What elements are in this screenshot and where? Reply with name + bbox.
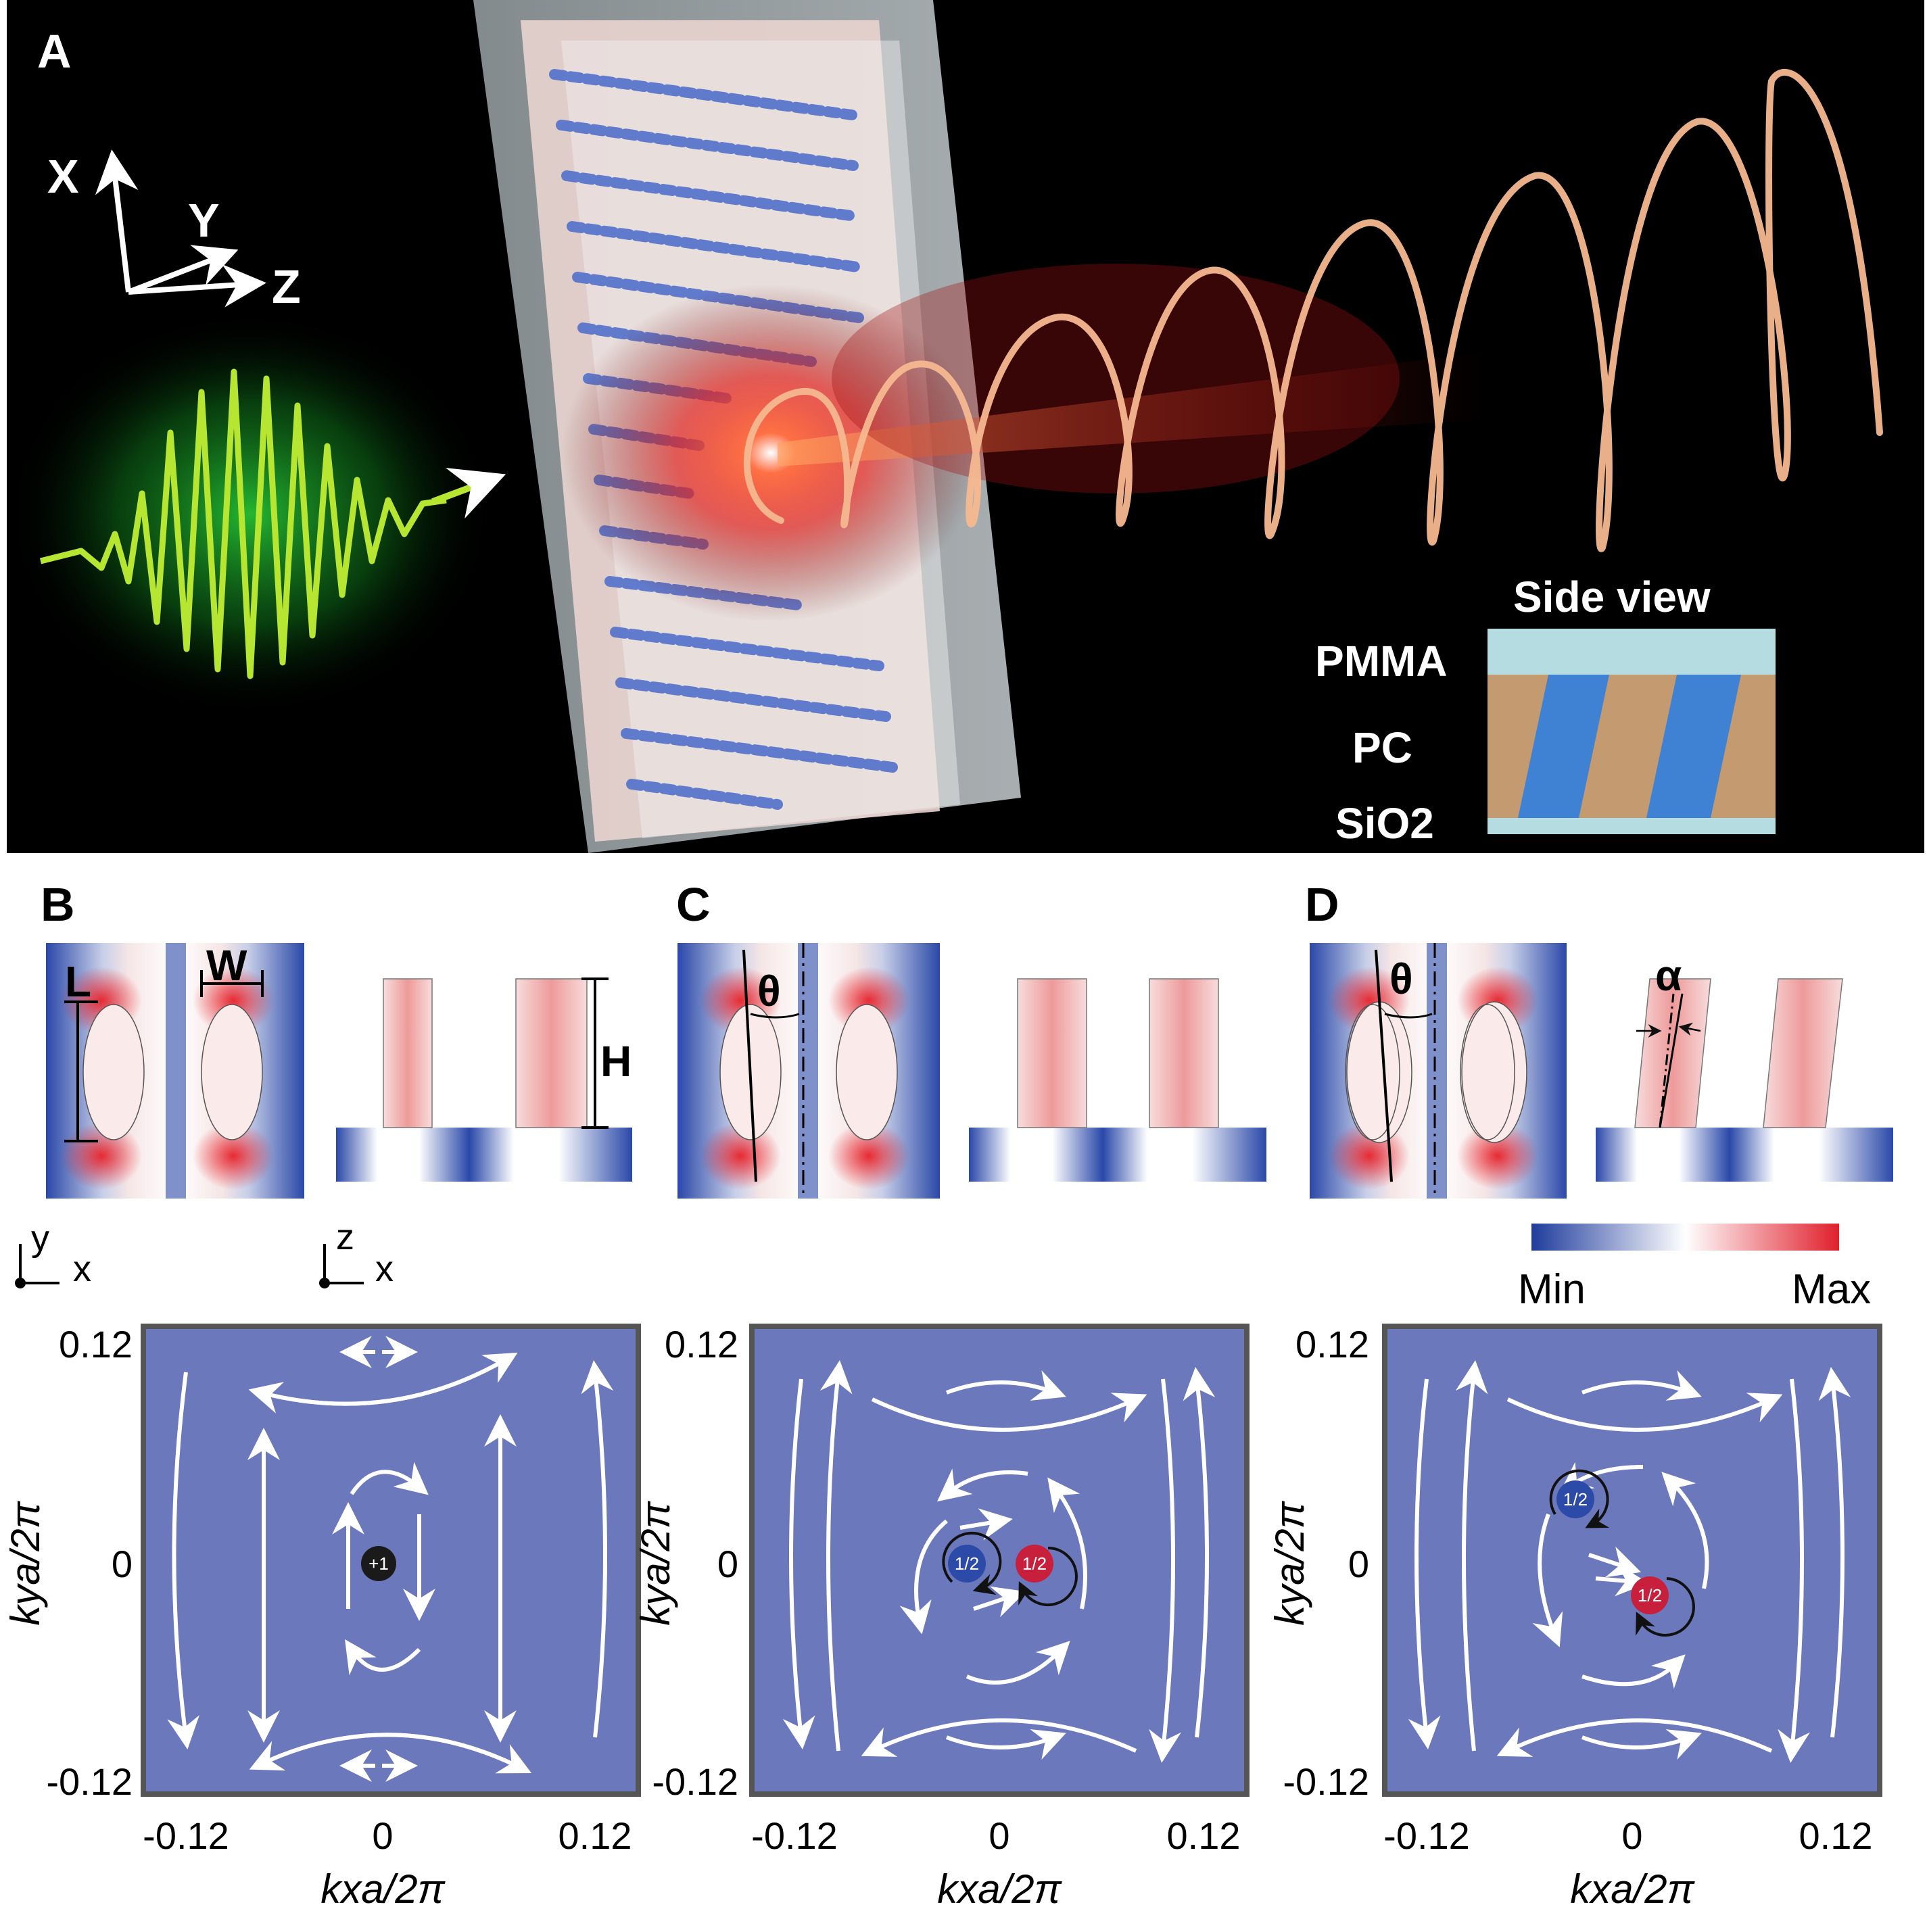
inset-title: Side view — [1513, 573, 1711, 621]
axes-top-vertical-label: y — [31, 1218, 49, 1259]
panel-d-angle-label: θ — [1389, 955, 1413, 1003]
axis-z-label: Z — [272, 260, 301, 313]
inset-layer-pmma: PMMA — [1315, 637, 1448, 685]
panel-a — [7, 0, 1924, 853]
plot-d-ytick-top: 0.12 — [1295, 1323, 1369, 1366]
side-view-inset — [1488, 629, 1776, 834]
axis-y-label: Y — [188, 194, 220, 247]
panel-b-top-view — [46, 943, 304, 1199]
plot-b-xtick-left: -0.12 — [143, 1814, 229, 1857]
plot-c-ylabel: kya/2π — [633, 1500, 678, 1625]
panel-d-side-view — [1596, 978, 1893, 1182]
vortex-helix — [743, 68, 1883, 552]
panel-c-label: C — [676, 878, 711, 931]
axis-origin-dot — [15, 1278, 26, 1288]
axis-origin-dot-2 — [319, 1278, 330, 1288]
plot-b-ytick-mid: 0 — [112, 1543, 133, 1585]
plot-d-charge-red-label: 1/2 — [1638, 1585, 1662, 1605]
plot-c-xtick-mid: 0 — [989, 1814, 1009, 1857]
polarization-plot-c — [749, 1324, 1250, 1797]
plot-b-xlabel: kxa/2π — [320, 1866, 446, 1912]
plot-d-ytick-mid: 0 — [1348, 1543, 1369, 1585]
panel-c-top-view — [677, 943, 940, 1199]
panel-b-side-view — [336, 977, 632, 1182]
plot-d-xlabel: kxa/2π — [1570, 1866, 1695, 1912]
panel-a-label: A — [37, 25, 72, 78]
plot-d-xtick-mid: 0 — [1621, 1814, 1642, 1857]
plot-c-charge-red-label: 1/2 — [1022, 1553, 1047, 1574]
plot-d-xtick-right: 0.12 — [1799, 1814, 1873, 1857]
plot-b-xtick-mid: 0 — [372, 1814, 393, 1857]
incident-pulse-wave — [39, 368, 447, 679]
dim-length-label: L — [65, 957, 91, 1006]
axes-side-vertical-label: z — [336, 1217, 354, 1257]
polarization-plot-b — [141, 1324, 641, 1797]
panel-d-top-view — [1310, 943, 1567, 1199]
inset-pillar-1 — [1518, 675, 1609, 818]
plot-c-charge-blue-label: 1/2 — [955, 1553, 979, 1574]
plot-c-ytick-top: 0.12 — [665, 1323, 738, 1366]
plot-b-ytick-bot: -0.12 — [46, 1760, 133, 1803]
dim-height-label: H — [600, 1037, 632, 1086]
plot-c-xtick-right: 0.12 — [1167, 1814, 1241, 1857]
plot-c-ytick-bot: -0.12 — [652, 1760, 738, 1803]
plot-b-ylabel: kya/2π — [3, 1500, 48, 1625]
plot-c-xlabel: kxa/2π — [937, 1866, 1062, 1912]
plot-c-xtick-left: -0.12 — [751, 1814, 838, 1857]
plot-d-xtick-left: -0.12 — [1383, 1814, 1470, 1857]
plot-d-ytick-bot: -0.12 — [1283, 1760, 1369, 1803]
incident-pulse-glow — [7, 311, 494, 717]
coordinate-axes — [95, 149, 266, 308]
pmma-layer — [1488, 629, 1776, 675]
colorbar-min-label: Min — [1518, 1266, 1586, 1313]
colorbar — [1531, 1224, 1839, 1251]
panel-c-side-view — [969, 978, 1266, 1182]
panel-b-label: B — [41, 878, 75, 931]
emission-glow — [561, 284, 980, 622]
plot-b-charge-label: +1 — [368, 1553, 389, 1574]
panel-d-tilt-label: α — [1655, 951, 1682, 1000]
panel-c-angle-label: θ — [757, 967, 781, 1015]
plot-d-ylabel: kya/2π — [1267, 1500, 1312, 1625]
axes-top-horizontal-label: x — [73, 1249, 91, 1289]
panel-d-label: D — [1305, 878, 1339, 931]
plot-c-ytick-mid: 0 — [717, 1543, 738, 1585]
axis-x-label: X — [47, 150, 79, 203]
panel-b-axis-glyphs — [19, 1244, 364, 1284]
sio2-layer — [1488, 818, 1776, 834]
plot-b-ytick-top: 0.12 — [59, 1323, 133, 1366]
plot-b-xtick-right: 0.12 — [558, 1814, 632, 1857]
polarization-plot-d — [1382, 1324, 1882, 1797]
plot-d-charge-blue-label: 1/2 — [1563, 1489, 1588, 1510]
inset-pillar-2 — [1646, 675, 1741, 818]
axes-side-horizontal-label: x — [375, 1249, 394, 1289]
colorbar-max-label: Max — [1792, 1266, 1871, 1313]
incident-pulse-arrow — [431, 468, 506, 519]
inset-layer-pc: PC — [1352, 723, 1412, 772]
inset-layer-sio2: SiO2 — [1335, 799, 1434, 848]
dim-width-label: W — [206, 941, 247, 990]
